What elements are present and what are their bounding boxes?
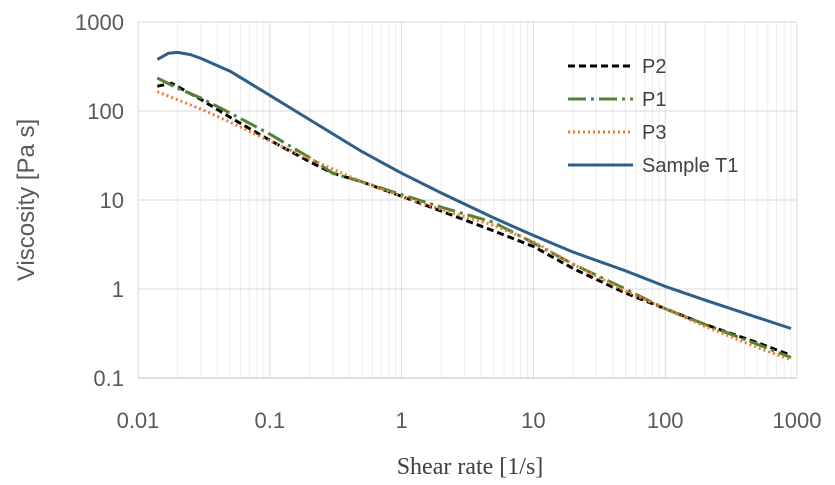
x-tick-label: 1000 xyxy=(773,408,822,433)
x-tick-label: 0.1 xyxy=(255,408,286,433)
x-tick-label: 0.01 xyxy=(117,408,160,433)
series-line-p3 xyxy=(156,90,792,362)
series-lines xyxy=(156,50,792,362)
series-line-sample-t1 xyxy=(156,50,792,330)
x-tick-label: 100 xyxy=(647,408,684,433)
legend-label: P3 xyxy=(642,122,666,144)
legend-label: P2 xyxy=(642,56,666,78)
legend: P2 P1 P3 Sample T1 xyxy=(568,56,738,177)
y-axis-ticks: 0.1 1 10 100 1000 xyxy=(75,10,124,391)
y-tick-label: 0.1 xyxy=(93,366,124,391)
y-tick-label: 1 xyxy=(112,277,124,302)
y-tick-label: 1000 xyxy=(75,10,124,35)
x-axis-ticks: 0.01 0.1 1 10 100 1000 xyxy=(117,408,822,433)
x-axis-title: Shear rate [1/s] xyxy=(397,454,544,480)
x-tick-label: 1 xyxy=(395,408,407,433)
y-axis-title: Viscosity [Pa s] xyxy=(13,119,40,281)
x-tick-label: 10 xyxy=(521,408,545,433)
y-tick-label: 100 xyxy=(87,99,124,124)
y-tick-label: 10 xyxy=(100,188,124,213)
series-line-p1 xyxy=(156,76,792,359)
legend-label: P1 xyxy=(642,89,666,111)
legend-label: Sample T1 xyxy=(642,155,738,177)
